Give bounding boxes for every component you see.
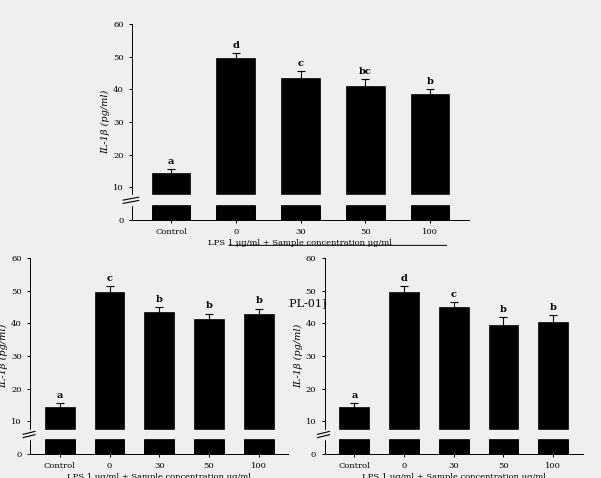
Bar [410, 94, 450, 220]
X-axis label: LPS 1 μg/ml + Sample concentration μg/ml: LPS 1 μg/ml + Sample concentration μg/ml [209, 239, 392, 247]
Text: c: c [451, 290, 457, 299]
Text: b: b [427, 77, 433, 86]
Bar [45, 439, 75, 454]
Bar [389, 293, 419, 454]
Text: bc: bc [359, 67, 371, 76]
Bar [144, 312, 174, 454]
Bar [389, 439, 419, 454]
Text: d: d [233, 41, 239, 50]
Y-axis label: IL-1β (pg/ml): IL-1β (pg/ml) [0, 324, 8, 388]
Text: b: b [156, 295, 163, 304]
Bar [95, 439, 124, 454]
Bar [489, 439, 519, 454]
X-axis label: LPS 1 μg/ml + Sample concentration μg/ml: LPS 1 μg/ml + Sample concentration μg/ml [362, 473, 546, 478]
Bar [95, 293, 124, 454]
Bar [346, 205, 385, 220]
Bar [194, 439, 224, 454]
Bar [340, 439, 369, 454]
Bar [281, 205, 320, 220]
Bar [194, 318, 224, 454]
Bar [538, 322, 568, 454]
Y-axis label: IL-1β (pg/ml): IL-1β (pg/ml) [293, 324, 303, 388]
Bar [439, 307, 469, 454]
Bar [216, 58, 255, 220]
Bar [538, 439, 568, 454]
Text: c: c [297, 59, 304, 68]
Text: b: b [500, 304, 507, 314]
Bar [216, 205, 255, 220]
Text: [HPL-01]: [HPL-01] [275, 298, 326, 308]
Text: c: c [106, 273, 112, 282]
Text: a: a [351, 391, 358, 400]
Bar [244, 439, 273, 454]
Bar [244, 314, 273, 454]
Text: b: b [206, 302, 212, 310]
X-axis label: LPS 1 μg/ml + Sample concentration μg/ml: LPS 1 μg/ml + Sample concentration μg/ml [67, 473, 251, 478]
Bar [151, 173, 191, 220]
Text: d: d [401, 273, 407, 282]
Bar [144, 439, 174, 454]
Bar [439, 439, 469, 454]
Bar [281, 78, 320, 220]
Text: b: b [255, 296, 262, 305]
Bar [410, 205, 450, 220]
Text: a: a [56, 391, 63, 400]
Text: a: a [168, 157, 174, 166]
Bar [340, 407, 369, 454]
Bar [45, 407, 75, 454]
Text: b: b [550, 303, 557, 312]
Bar [25, 430, 284, 439]
Bar [320, 430, 578, 439]
Bar [346, 86, 385, 220]
Bar [126, 196, 462, 205]
Y-axis label: IL-1β (pg/ml): IL-1β (pg/ml) [101, 90, 111, 154]
Bar [489, 325, 519, 454]
Bar [151, 205, 191, 220]
